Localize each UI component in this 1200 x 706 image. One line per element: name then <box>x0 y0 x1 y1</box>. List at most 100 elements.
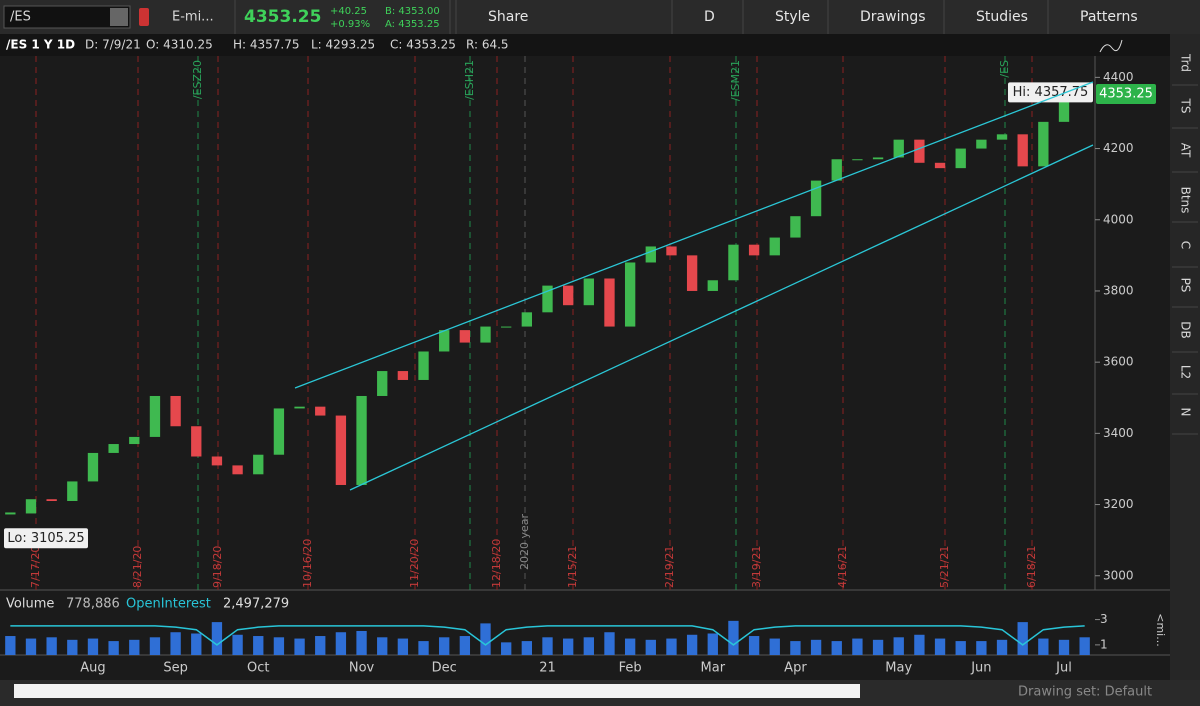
volume-bar <box>645 639 656 655</box>
candle <box>728 244 739 281</box>
drawing-set[interactable]: Drawing set: Default <box>1018 685 1152 700</box>
volume-bar <box>893 637 904 655</box>
volume-bar <box>872 639 884 655</box>
sidebar-tab[interactable]: Btns <box>1179 187 1193 214</box>
candle <box>253 454 264 475</box>
sidebar-tab[interactable]: C <box>1179 241 1193 249</box>
volume-bar <box>955 641 966 655</box>
volume-bar <box>315 636 326 655</box>
toolbar-button[interactable]: Studies <box>976 9 1028 25</box>
candle <box>273 408 285 455</box>
sidebar-tab[interactable]: N <box>1179 408 1193 417</box>
x-tick-label: May <box>885 661 912 676</box>
candle <box>893 139 904 158</box>
toolbar-button[interactable]: D <box>704 9 715 25</box>
info-item: L: 4293.25 <box>311 38 375 52</box>
volume-bar <box>831 641 842 655</box>
change: +40.25 <box>330 6 367 17</box>
y-tick-label: 4200 <box>1103 141 1134 155</box>
volume-header: 2,497,279 <box>223 597 289 612</box>
volume-bar <box>852 638 863 655</box>
volume-bar <box>211 622 223 655</box>
last-label-text: 4353.25 <box>1099 87 1153 102</box>
volume-bar <box>439 637 450 655</box>
volume-bar <box>253 636 264 655</box>
candle <box>542 285 553 313</box>
channel-line <box>349 144 1094 491</box>
expiration-label: 11/20/20 <box>408 539 421 588</box>
x-tick-label: Aug <box>80 661 105 676</box>
toolbar-button[interactable]: Drawings <box>860 9 926 25</box>
low-label-text: Lo: 3105.25 <box>7 531 84 546</box>
volume-bar <box>769 638 780 655</box>
rollover-label: /ES <box>998 60 1011 78</box>
symbol: /ES <box>10 10 31 25</box>
sidebar-tab[interactable]: TS <box>1179 98 1193 114</box>
high-label <box>1008 82 1093 103</box>
sidebar-tab[interactable]: Trd <box>1179 53 1193 72</box>
candle <box>872 157 884 160</box>
candle <box>87 452 99 482</box>
toolbar-button[interactable]: Style <box>775 9 810 25</box>
toolbar-button[interactable]: Patterns <box>1080 9 1138 25</box>
volume-bar <box>480 623 491 655</box>
y-tick-label: 3 <box>1100 612 1108 626</box>
candle <box>170 395 181 427</box>
expiration-label: 2/19/21 <box>663 546 676 588</box>
candle <box>211 456 223 466</box>
candle <box>335 415 347 485</box>
candle <box>25 499 37 514</box>
sidebar-tab[interactable]: PS <box>1179 278 1193 293</box>
volume-bar <box>5 636 16 655</box>
expiration-label: 12/18/20 <box>490 539 503 588</box>
high-label-text: Hi: 4357.75 <box>1013 85 1089 100</box>
volume-bar <box>1017 622 1028 655</box>
candle <box>748 244 760 256</box>
volume-bar <box>335 632 347 655</box>
symbol-box[interactable] <box>3 5 131 29</box>
candle <box>315 406 326 416</box>
x-tick-label: Jul <box>1055 661 1072 676</box>
bid: B: 4353.00 <box>385 6 440 17</box>
rollover-label: /ESZ20 <box>191 60 204 99</box>
volume-bar <box>976 641 987 655</box>
volume-bar <box>914 634 925 655</box>
x-tick-label: Sep <box>163 661 188 676</box>
toolbar-button[interactable]: Share <box>488 9 528 25</box>
candle <box>397 371 409 380</box>
info-item: H: 4357.75 <box>233 38 300 52</box>
volume-bar <box>418 641 429 655</box>
y-tick-label: 3200 <box>1103 497 1134 511</box>
y-tick-label: 4000 <box>1103 212 1134 226</box>
symbol-dropdown[interactable] <box>110 8 128 26</box>
candle <box>790 216 801 238</box>
candle <box>149 395 161 437</box>
y-tick-label: 4400 <box>1103 70 1134 84</box>
x-tick-label: Dec <box>432 661 457 676</box>
volume-bar <box>728 620 739 655</box>
volume-bar <box>356 630 367 655</box>
expiration-label: 10/16/20 <box>301 539 314 588</box>
sidebar-tab[interactable]: AT <box>1179 143 1193 158</box>
expiration-label: 3/19/21 <box>750 546 763 588</box>
candle <box>686 255 698 291</box>
volume-header: 778,886 <box>66 597 120 612</box>
x-tick-label: Mar <box>701 661 726 676</box>
style-icon[interactable] <box>1099 39 1123 53</box>
info-bar <box>0 34 1200 56</box>
candle <box>645 246 656 263</box>
volume-bar <box>604 632 615 655</box>
volume-header: Volume <box>6 597 54 612</box>
x-tick-label: Feb <box>619 661 642 676</box>
sidebar-tab[interactable]: L2 <box>1179 365 1193 379</box>
change-pct: +0.93% <box>330 19 370 30</box>
sidebar-tab[interactable]: DB <box>1179 321 1193 338</box>
candle <box>439 330 450 352</box>
scrollbar[interactable] <box>14 684 860 698</box>
volume-bar <box>25 638 37 655</box>
candle <box>377 371 388 396</box>
y-tick-label: 3800 <box>1103 283 1134 297</box>
volume-bar <box>624 638 636 655</box>
low-label <box>4 528 88 549</box>
volume-bar <box>748 636 760 655</box>
